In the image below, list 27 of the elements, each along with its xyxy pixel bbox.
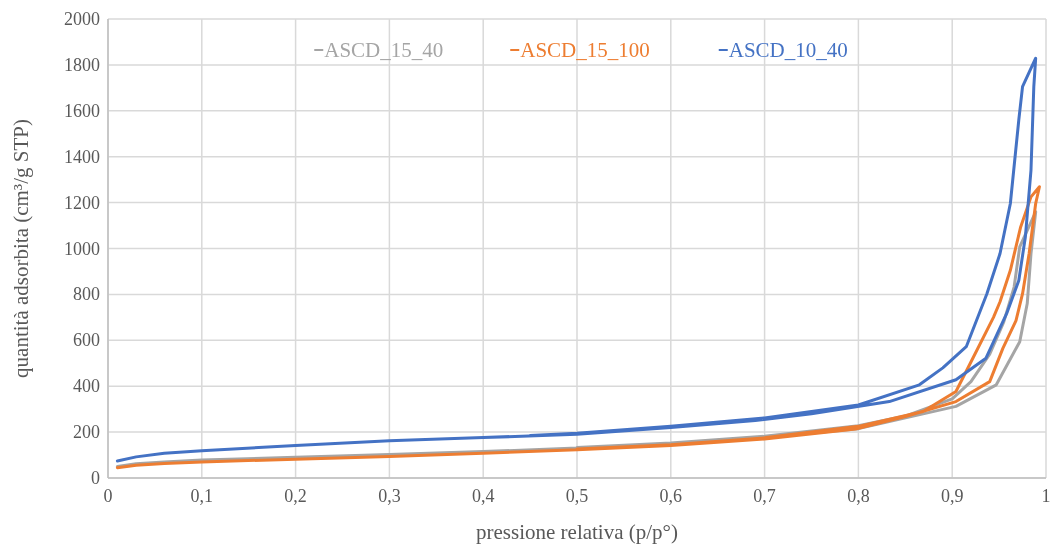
y-tick-label: 600 <box>73 330 100 351</box>
x-tick-label: 0,6 <box>659 486 683 506</box>
y-tick-label: 1200 <box>64 192 100 213</box>
x-tick-label: 0,4 <box>471 486 495 506</box>
y-tick-label: 1400 <box>64 146 100 167</box>
x-tick-label: 0,5 <box>565 486 589 506</box>
x-tick-label: 0,9 <box>940 486 964 506</box>
x-tick-label: 0,1 <box>190 486 214 506</box>
y-tick-label: 1800 <box>64 54 100 75</box>
y-tick-label: 200 <box>73 422 100 443</box>
legend-label: ASCD_15_100 <box>520 38 650 62</box>
legend-label: ASCD_15_40 <box>324 38 444 62</box>
x-tick-label: 0,8 <box>847 486 870 506</box>
x-tick-label: 0 <box>103 486 113 506</box>
y-tick-label: 1000 <box>64 238 100 259</box>
y-tick-label: 2000 <box>64 9 100 29</box>
x-tick-label: 0,3 <box>378 486 401 506</box>
y-axis-title: quantità adsorbita (cm³/g STP) <box>9 119 33 378</box>
y-tick-label: 400 <box>73 376 100 397</box>
x-tick-label: 0,7 <box>753 486 776 506</box>
y-tick-label: 0 <box>91 468 100 488</box>
x-tick-label: 1 <box>1041 486 1051 506</box>
y-tick-label: 1600 <box>64 100 100 121</box>
legend-label: ASCD_10_40 <box>728 38 848 62</box>
y-tick-label: 800 <box>73 284 100 305</box>
x-tick-label: 0,2 <box>284 486 307 506</box>
x-axis-title: pressione relativa (p/p°) <box>476 520 678 544</box>
